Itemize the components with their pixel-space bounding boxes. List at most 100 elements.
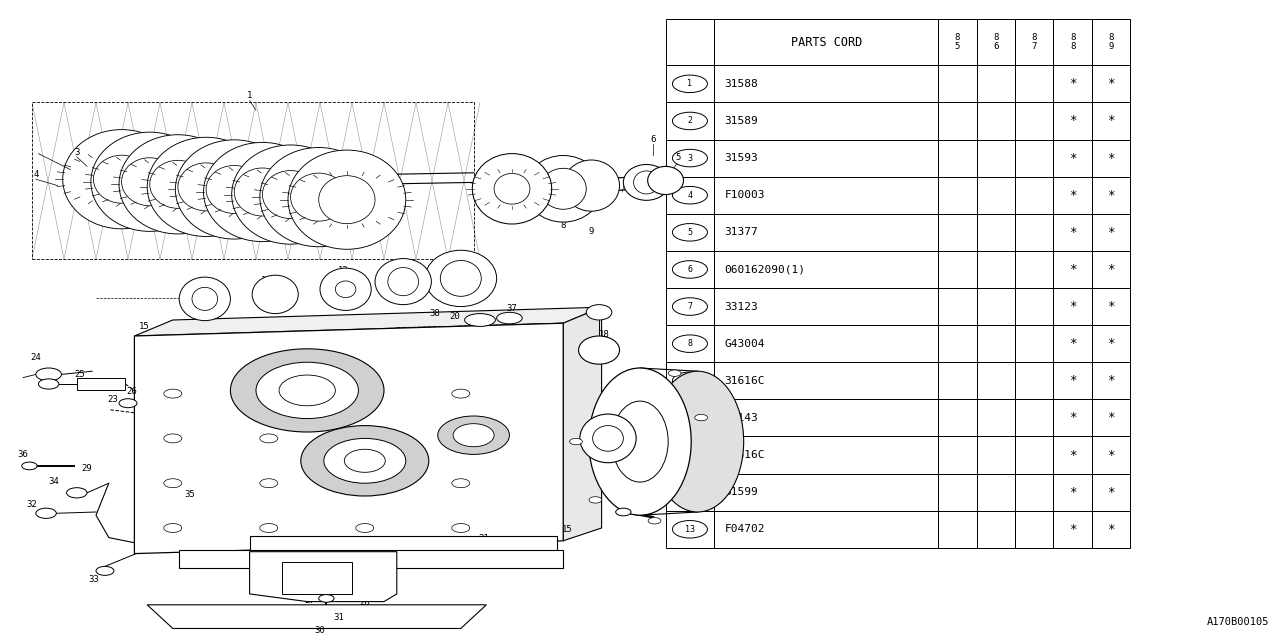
Bar	[666, 399, 714, 436]
Circle shape	[672, 260, 708, 278]
Circle shape	[260, 479, 278, 488]
Bar	[1092, 214, 1130, 251]
Circle shape	[22, 462, 37, 470]
Ellipse shape	[230, 349, 384, 432]
Bar	[1092, 177, 1130, 214]
Bar	[938, 19, 977, 65]
Bar	[714, 65, 938, 102]
Bar	[1092, 511, 1130, 548]
Bar	[1015, 140, 1053, 177]
Circle shape	[36, 508, 56, 518]
Circle shape	[668, 370, 681, 376]
Text: *: *	[1107, 449, 1115, 461]
Ellipse shape	[301, 426, 429, 496]
Text: 10: 10	[685, 413, 695, 422]
Bar	[666, 288, 714, 325]
Bar	[1092, 436, 1130, 474]
Text: 1: 1	[247, 92, 252, 100]
Text: 9: 9	[687, 376, 692, 385]
Circle shape	[672, 149, 708, 167]
Text: *: *	[1069, 77, 1076, 90]
Circle shape	[119, 399, 137, 408]
Bar	[1015, 511, 1053, 548]
Ellipse shape	[93, 156, 150, 204]
Text: *: *	[1069, 449, 1076, 461]
Text: 10: 10	[468, 255, 479, 264]
Bar	[1092, 288, 1130, 325]
Bar	[938, 102, 977, 140]
Bar	[938, 511, 977, 548]
Text: 4: 4	[33, 170, 38, 179]
Text: 36: 36	[18, 450, 28, 459]
Text: 17: 17	[612, 447, 622, 456]
Circle shape	[672, 409, 708, 427]
Bar	[938, 325, 977, 362]
Text: 8
5: 8 5	[955, 33, 960, 51]
Bar	[1053, 511, 1092, 548]
Bar	[179, 550, 563, 568]
Circle shape	[319, 595, 334, 602]
Bar	[938, 140, 977, 177]
Bar	[1092, 399, 1130, 436]
Bar	[666, 177, 714, 214]
Bar	[1053, 19, 1092, 65]
Bar	[714, 474, 938, 511]
Circle shape	[67, 488, 87, 498]
Ellipse shape	[589, 368, 691, 515]
Text: *: *	[1107, 374, 1115, 387]
Text: 8
7: 8 7	[1032, 33, 1037, 51]
Bar	[32, 102, 474, 259]
Text: 2: 2	[687, 116, 692, 125]
Circle shape	[38, 379, 59, 389]
Ellipse shape	[150, 161, 206, 209]
Circle shape	[672, 298, 708, 316]
Text: *: *	[1107, 486, 1115, 499]
Bar	[1092, 65, 1130, 102]
Bar	[938, 362, 977, 399]
Circle shape	[452, 434, 470, 443]
Ellipse shape	[291, 173, 347, 221]
Bar	[977, 362, 1015, 399]
Bar	[1092, 102, 1130, 140]
Text: 30: 30	[315, 626, 325, 635]
Bar	[938, 288, 977, 325]
Text: 29: 29	[82, 464, 92, 473]
Ellipse shape	[623, 164, 669, 200]
Text: 4: 4	[687, 191, 692, 200]
Bar	[938, 474, 977, 511]
Ellipse shape	[119, 135, 237, 234]
Circle shape	[672, 75, 708, 93]
Ellipse shape	[320, 268, 371, 310]
Bar	[977, 436, 1015, 474]
Bar	[1092, 140, 1130, 177]
Ellipse shape	[453, 424, 494, 447]
Bar	[1092, 474, 1130, 511]
Bar	[1015, 177, 1053, 214]
Ellipse shape	[388, 268, 419, 296]
Ellipse shape	[178, 163, 234, 211]
Text: 14: 14	[191, 282, 201, 291]
Bar	[977, 399, 1015, 436]
Bar	[714, 251, 938, 288]
Circle shape	[589, 497, 602, 503]
Text: 12: 12	[338, 266, 348, 275]
Circle shape	[164, 524, 182, 532]
Circle shape	[570, 438, 582, 445]
Text: 12: 12	[685, 488, 695, 497]
Polygon shape	[134, 307, 602, 336]
Circle shape	[672, 335, 708, 353]
Ellipse shape	[593, 426, 623, 451]
Ellipse shape	[648, 166, 684, 195]
Text: 5: 5	[687, 228, 692, 237]
Text: 25: 25	[74, 370, 84, 379]
Bar	[714, 140, 938, 177]
Bar	[714, 436, 938, 474]
Text: PARTS CORD: PARTS CORD	[791, 36, 861, 49]
Text: 8
9: 8 9	[1108, 33, 1114, 51]
Bar	[1015, 65, 1053, 102]
Text: 31589: 31589	[724, 116, 758, 126]
Text: *: *	[1107, 115, 1115, 127]
Ellipse shape	[525, 156, 602, 222]
Ellipse shape	[425, 250, 497, 307]
Circle shape	[648, 518, 660, 524]
